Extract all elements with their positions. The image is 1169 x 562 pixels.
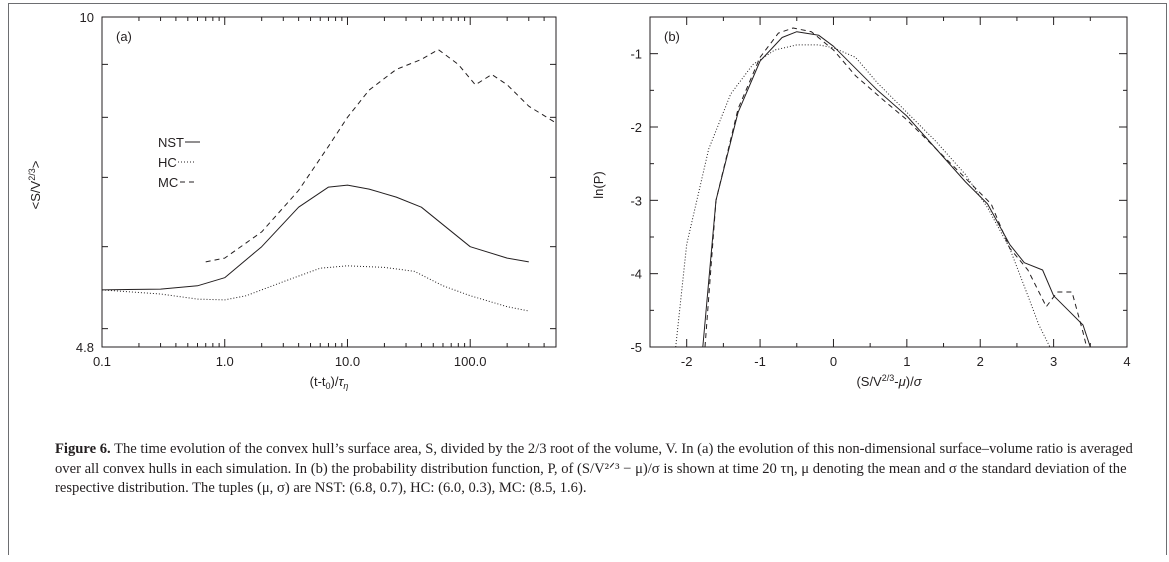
panel-a-x-tick-label: 10.0 (335, 354, 360, 369)
panel-b-x-tick-label: -2 (681, 354, 693, 369)
panel-b-x-tick-label: 2 (977, 354, 984, 369)
panel-a-series-mc (205, 49, 557, 263)
panel-a-x-label: (t-t0)/τη (310, 374, 349, 391)
figure-frame (8, 3, 1167, 555)
figure-top-border (8, 3, 1166, 4)
panel-b-axes-box (649, 16, 1128, 348)
panel-a-label: (a) (116, 29, 132, 44)
panel-b-series-hc (675, 44, 1051, 348)
panel-a-y-label: <S/V2/3> (27, 161, 43, 210)
panel-a-series-nst (101, 184, 529, 291)
panel-b-y-tick-label: -4 (630, 267, 642, 282)
panel-b-x-ticks: -2 -1 0 1 2 3 4 (649, 17, 1131, 369)
panel-a-axes-box (101, 16, 557, 348)
panel-b-y-tick-label: -3 (630, 193, 642, 208)
legend-mc-label: MC (158, 175, 178, 190)
panel-b-y-label: ln(P) (591, 171, 606, 198)
panel-b-x-tick-label: 3 (1050, 354, 1057, 369)
panel-b-x-tick-label: 1 (903, 354, 910, 369)
panel-b-label: (b) (664, 29, 680, 44)
panel-a-x-tick-label: 0.1 (93, 354, 111, 369)
panel-b-series (675, 27, 1091, 348)
panel-b-x-label: (S/V2/3-μ)/σ (856, 373, 922, 389)
legend-hc-label: HC (158, 155, 177, 170)
legend-nst-label: NST (158, 135, 184, 150)
panel-b-x-tick-label: -1 (754, 354, 766, 369)
panel-a-series-hc (101, 265, 529, 312)
panel-a: (a) 0.1 1.0 10.0 100.0 4.8 10 (t-t0)/τη <S/V… (27, 10, 557, 391)
panel-b-series-mc (704, 27, 1088, 348)
panel-b-y-ticks: -1 -2 -3 -4 -5 (630, 16, 1127, 355)
panel-a-x-ticks: 0.1 1.0 10.0 100.0 (93, 17, 557, 369)
panel-b: (b) -2 -1 0 1 2 3 4 -1 -2 -3 -4 -5 (S/V2/3-μ)/σ ln… (591, 16, 1131, 389)
panel-b-series-nst (702, 31, 1091, 348)
figure-caption-text: The time evolution of the convex hull’s … (55, 441, 1133, 496)
panel-b-y-tick-label: -1 (630, 47, 642, 62)
panel-a-y-tick-label: 4.8 (76, 340, 94, 355)
figure-plots: (a) 0.1 1.0 10.0 100.0 4.810 (t-t0)/τη <S/V… (27, 10, 1131, 391)
panel-b-y-tick-label: -2 (630, 120, 642, 135)
panel-a-legend: NST HC MC (158, 135, 200, 190)
panel-b-y-tick-label: -5 (630, 340, 642, 355)
figure-label: Figure 6. (55, 441, 111, 457)
panel-b-x-tick-label: 4 (1123, 354, 1130, 369)
figure-caption: Figure 6. The time evolution of the conv… (55, 440, 1145, 499)
panel-b-x-tick-label: 0 (830, 354, 837, 369)
panel-a-x-tick-label: 100.0 (454, 354, 487, 369)
panel-a-y-ticks: 4.8 10 (76, 10, 556, 355)
panel-a-y-tick-label: 10 (80, 10, 94, 25)
panel-a-series (101, 49, 557, 312)
panel-a-x-tick-label: 1.0 (216, 354, 234, 369)
